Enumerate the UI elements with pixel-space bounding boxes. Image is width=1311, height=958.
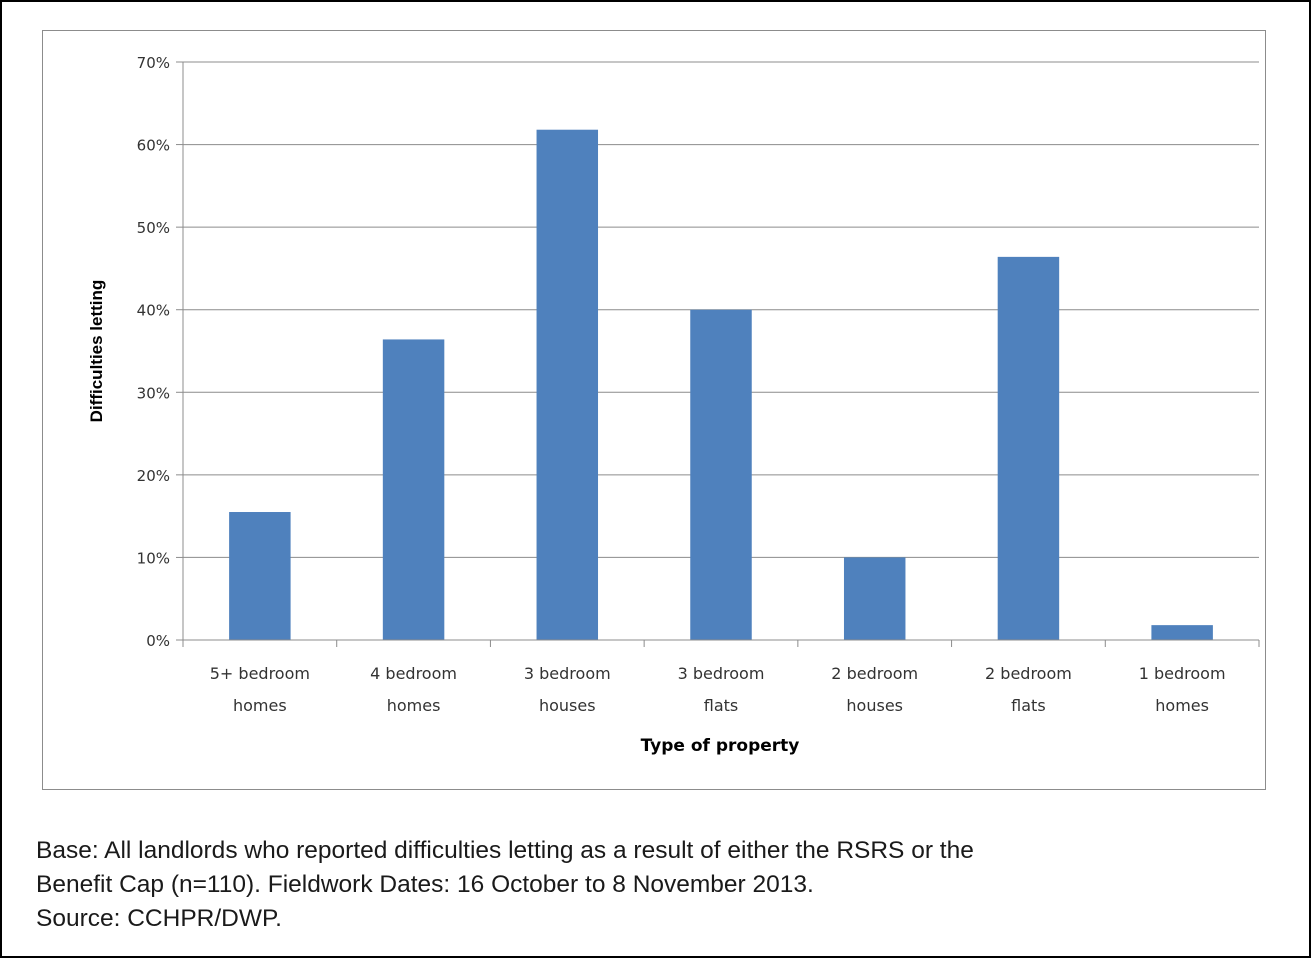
x-tick-label-1-1: homes xyxy=(387,696,441,715)
bar-chart: 0% 10% 20% 30% 40% 50% 60% 70% 5+ bedroom homes 4… xyxy=(42,30,1266,790)
axes xyxy=(182,62,1260,647)
y-tick-labels: 0% 10% 20% 30% 40% 50% 60% 70% xyxy=(137,54,170,650)
x-tick-label-5-0: 2 bedroom xyxy=(985,664,1072,683)
y-tick-label-4: 40% xyxy=(137,302,170,320)
x-tick-label-5-1: flats xyxy=(1011,696,1046,715)
y-tick-label-3: 30% xyxy=(137,384,170,402)
caption-line-1: Base: All landlords who reported difficu… xyxy=(36,837,974,864)
x-tick-labels: 5+ bedroom homes 4 bedroom homes 3 bedroom ho… xyxy=(210,664,1226,715)
x-tick-label-0-1: homes xyxy=(233,696,287,715)
bar-1 xyxy=(382,339,445,640)
bars xyxy=(229,129,1213,641)
x-tick-label-2-1: houses xyxy=(539,696,596,715)
y-tick-label-0: 0% xyxy=(146,632,170,650)
caption-line-3: Source: CCHPR/DWP. xyxy=(36,905,282,932)
x-tick-label-6-0: 1 bedroom xyxy=(1139,664,1226,683)
y-axis-title: Difficulties letting xyxy=(87,280,106,423)
x-tick-label-4-0: 2 bedroom xyxy=(831,664,918,683)
x-tick-label-4-1: houses xyxy=(846,696,903,715)
bar-0 xyxy=(229,512,291,640)
bar-5 xyxy=(997,256,1060,640)
gridlines xyxy=(176,61,1259,641)
bar-3 xyxy=(690,309,752,640)
x-axis-title: Type of property xyxy=(641,736,800,756)
x-tick-label-2-0: 3 bedroom xyxy=(524,664,611,683)
y-tick-label-5: 50% xyxy=(137,219,170,237)
figure-caption: Base: All landlords who reported difficu… xyxy=(36,834,1276,936)
y-tick-label-2: 20% xyxy=(137,467,170,485)
bar-6 xyxy=(1151,625,1213,640)
caption-line-2: Benefit Cap (n=110). Fieldwork Dates: 16… xyxy=(36,871,814,898)
x-tick-label-0-0: 5+ bedroom xyxy=(210,664,310,683)
bar-2 xyxy=(536,129,599,641)
bar-4 xyxy=(843,557,906,640)
x-tick-label-1-0: 4 bedroom xyxy=(370,664,457,683)
x-tick-label-3-1: flats xyxy=(704,696,739,715)
y-tick-label-1: 10% xyxy=(137,549,170,567)
chart-canvas: 0% 10% 20% 30% 40% 50% 60% 70% 5+ bedroom homes 4… xyxy=(87,54,1260,756)
y-tick-label-6: 60% xyxy=(137,137,170,155)
y-tick-label-7: 70% xyxy=(137,54,170,72)
x-tick-label-3-0: 3 bedroom xyxy=(678,664,765,683)
x-tick-label-6-1: homes xyxy=(1155,696,1209,715)
